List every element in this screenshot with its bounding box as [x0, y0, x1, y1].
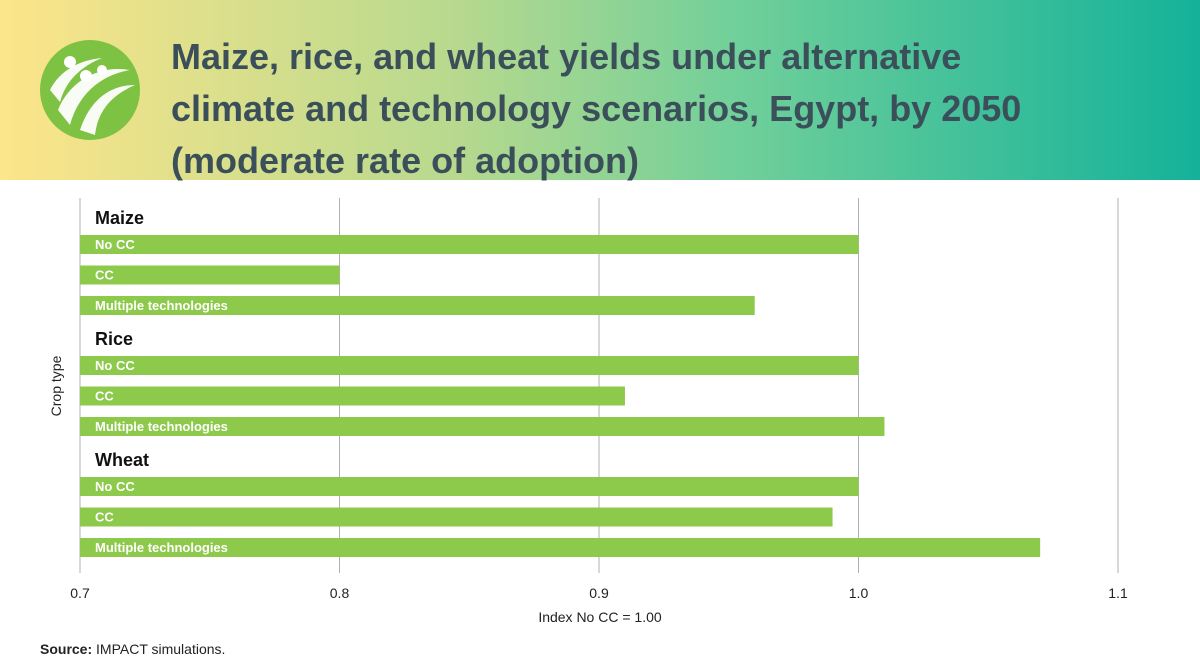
- bar-label: Multiple technologies: [95, 419, 228, 434]
- bar-label: No CC: [95, 237, 135, 252]
- source-text: IMPACT simulations.: [96, 641, 226, 657]
- x-tick-label: 1.1: [1108, 585, 1128, 601]
- bar-label: Multiple technologies: [95, 298, 228, 313]
- bar: [80, 538, 1041, 557]
- bar-label: CC: [95, 268, 114, 283]
- group-label: Maize: [95, 208, 144, 228]
- bar-label: Multiple technologies: [95, 540, 228, 555]
- y-axis-title: Crop type: [48, 355, 64, 416]
- bar-chart: Maize No CC CC Multiple technologies Rice No …: [48, 198, 1128, 625]
- source-label: Source:: [40, 641, 93, 657]
- bar-label: CC: [95, 510, 114, 525]
- group-label: Rice: [95, 329, 133, 349]
- bar: [80, 386, 625, 406]
- x-axis-title: Index No CC = 1.00: [538, 609, 662, 625]
- people-leaves-logo-icon: [40, 40, 140, 140]
- title-line-2: climate and technology scenarios, Egypt,…: [171, 88, 1022, 129]
- title-line-1: Maize, rice, and wheat yields under alte…: [171, 36, 962, 77]
- x-tick-label: 0.7: [70, 585, 90, 601]
- bar: [80, 356, 859, 375]
- bar: [80, 296, 755, 315]
- bar-label: No CC: [95, 358, 135, 373]
- chart-title: Maize, rice, and wheat yields under alte…: [171, 31, 1171, 187]
- bar: [80, 265, 340, 285]
- bar: [80, 417, 885, 436]
- bar: [80, 235, 859, 254]
- bar-label: No CC: [95, 479, 135, 494]
- x-tick-label: 0.8: [330, 585, 350, 601]
- bar-label: CC: [95, 389, 114, 404]
- x-tick-label: 1.0: [849, 585, 869, 601]
- title-line-3: (moderate rate of adoption): [171, 140, 640, 181]
- group-label: Wheat: [95, 450, 149, 470]
- bar: [80, 507, 833, 527]
- bar: [80, 477, 859, 496]
- x-tick-label: 0.9: [589, 585, 609, 601]
- header-banner: Maize, rice, and wheat yields under alte…: [0, 0, 1200, 181]
- source-note: Source: IMPACT simulations.: [40, 641, 225, 657]
